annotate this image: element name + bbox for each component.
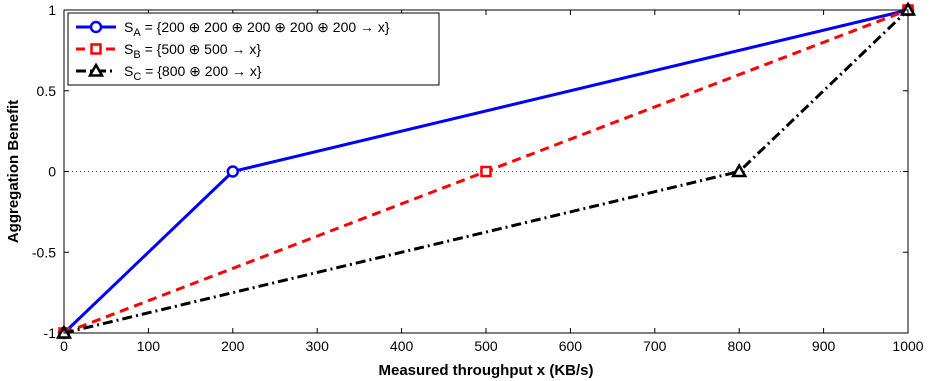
y-tick-label: -0.5 xyxy=(32,244,56,260)
x-tick-label: 900 xyxy=(812,338,836,354)
legend-item: SB = {500 ⊕ 500 → x} xyxy=(76,41,261,61)
x-tick-label: 500 xyxy=(474,338,498,354)
y-tick-label: 0 xyxy=(48,164,56,180)
legend-marker xyxy=(87,62,105,77)
x-tick-label: 800 xyxy=(728,338,752,354)
x-tick-label: 300 xyxy=(306,338,330,354)
y-tick-label: -1 xyxy=(44,325,57,341)
legend-box xyxy=(67,12,440,86)
y-axis-label: Aggregation Benefit xyxy=(5,100,22,243)
legend-marker xyxy=(89,20,103,34)
x-tick-label: 700 xyxy=(643,338,667,354)
x-tick-label: 400 xyxy=(390,338,414,354)
series-layer xyxy=(55,1,917,340)
legend-marker xyxy=(90,43,102,55)
x-tick-label: 200 xyxy=(221,338,245,354)
data-point xyxy=(226,165,240,178)
legend-item: SA = {200 ⊕ 200 ⊕ 200 ⊕ 200 ⊕ 200 → x} xyxy=(76,19,390,39)
data-point xyxy=(480,165,492,178)
y-tick-label: 1 xyxy=(48,2,56,18)
legend: SA = {200 ⊕ 200 ⊕ 200 ⊕ 200 ⊕ 200 → x}SB… xyxy=(67,12,440,86)
x-tick-label: 0 xyxy=(60,338,68,354)
x-tick-label: 100 xyxy=(137,338,161,354)
data-point xyxy=(731,162,748,178)
legend-label: SB = {500 ⊕ 500 → x} xyxy=(124,41,261,61)
legend-label: SC = {800 ⊕ 200 → x} xyxy=(124,63,262,83)
x-tick-label: 600 xyxy=(559,338,583,354)
ticks-layer: 0 100 200 300 400 500 600 700 800 900 1000 -1 -0.5 0 0… xyxy=(32,2,924,354)
x-tick-label: 1000 xyxy=(892,338,923,354)
legend-label: SA = {200 ⊕ 200 ⊕ 200 ⊕ 200 ⊕ 200 → x} xyxy=(124,19,390,39)
x-axis-label: Measured throughput x (KB/s) xyxy=(378,362,593,379)
y-tick-label: 0.5 xyxy=(37,83,57,99)
legend-item: SC = {800 ⊕ 200 → x} xyxy=(76,62,262,83)
